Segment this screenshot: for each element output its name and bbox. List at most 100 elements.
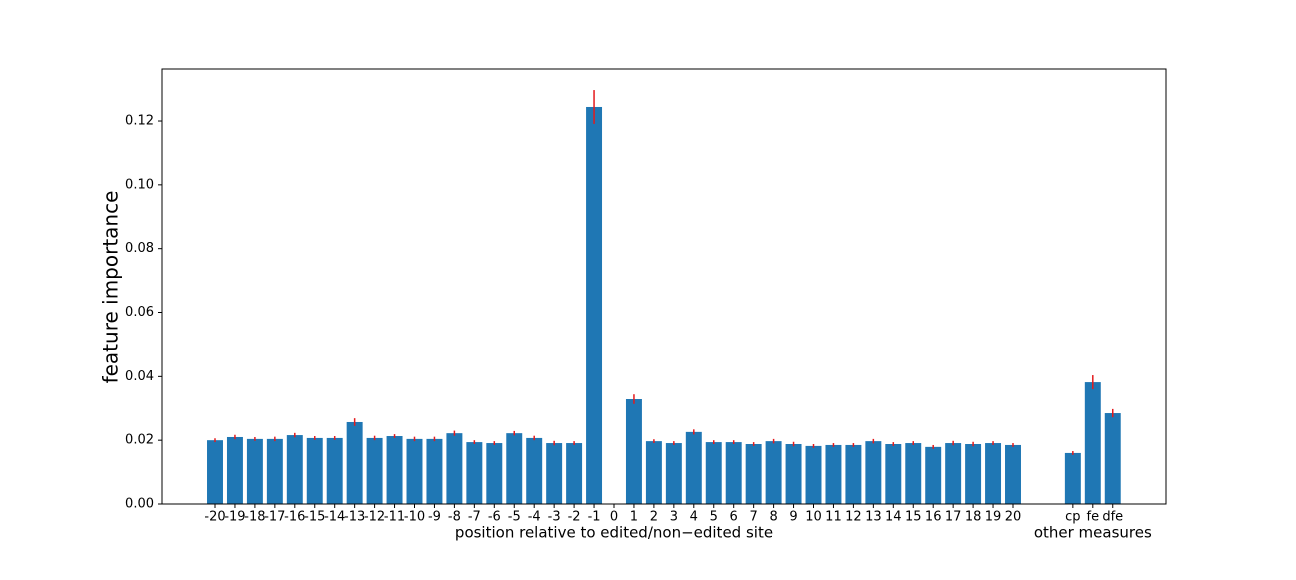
x-tick-label: 5 [710, 510, 718, 525]
bar [246, 438, 263, 504]
bar [945, 443, 962, 504]
y-tick-label: 0.06 [125, 305, 154, 320]
x-tick-label: 4 [690, 510, 698, 525]
x-tick-label: 1 [630, 510, 638, 525]
x-tick-label: -3 [548, 510, 561, 525]
x-axis-label: other measures [1034, 524, 1152, 542]
bar [1064, 452, 1081, 504]
bar [486, 443, 503, 504]
bar [346, 421, 363, 504]
bar [526, 437, 543, 504]
bar [226, 436, 243, 504]
bar [765, 441, 782, 504]
x-tick-label: 14 [885, 510, 902, 525]
x-tick-label: 19 [985, 510, 1002, 525]
y-tick-label: 0.02 [125, 433, 154, 448]
plot-frame [161, 68, 1167, 505]
x-tick-label: 13 [865, 510, 882, 525]
x-tick-label: 8 [769, 510, 777, 525]
x-tick-label: 6 [730, 510, 738, 525]
bar [406, 438, 423, 504]
bar [865, 441, 882, 504]
bar [625, 399, 642, 504]
x-tick-label: 12 [845, 510, 862, 525]
x-axis-label: position relative to edited/non−edited s… [455, 524, 773, 542]
bar [985, 443, 1002, 504]
x-tick-label: -19 [224, 510, 245, 525]
x-tick-label: -8 [448, 510, 461, 525]
bar [805, 445, 822, 504]
bar [326, 437, 343, 504]
bar [785, 444, 802, 504]
bar [645, 441, 662, 504]
x-tick-label: -1 [588, 510, 601, 525]
x-tick-label: fe [1087, 510, 1100, 525]
bar [1104, 413, 1121, 504]
x-tick-label: -15 [304, 510, 325, 525]
bar [685, 431, 702, 504]
x-tick-label: 10 [805, 510, 822, 525]
x-tick-label: 17 [945, 510, 962, 525]
x-tick-label: 20 [1005, 510, 1022, 525]
bar [366, 437, 383, 504]
bar [586, 106, 603, 504]
x-tick-label: 0 [610, 510, 618, 525]
bar [466, 442, 483, 504]
bar [1005, 444, 1021, 504]
bar [905, 443, 922, 504]
x-tick-label: 9 [789, 510, 797, 525]
x-tick-label: -2 [568, 510, 581, 525]
x-tick-label: 15 [905, 510, 922, 525]
x-tick-label: -7 [468, 510, 481, 525]
x-tick-label: -20 [204, 510, 225, 525]
x-tick-label: 3 [670, 510, 678, 525]
bar [825, 444, 842, 504]
bar [386, 436, 403, 504]
x-tick-label: 18 [965, 510, 982, 525]
bar [266, 438, 283, 504]
x-tick-label: -6 [488, 510, 501, 525]
y-axis-label: feature importance [99, 191, 123, 384]
x-tick-label: -17 [264, 510, 285, 525]
x-tick-label: dfe [1102, 510, 1123, 525]
bar [885, 444, 902, 504]
bar [725, 442, 742, 504]
bar [306, 437, 323, 504]
bar [925, 446, 942, 504]
x-tick-label: 2 [650, 510, 658, 525]
y-tick-label: 0.00 [125, 497, 154, 512]
x-tick-label: -16 [284, 510, 305, 525]
bar [1084, 382, 1101, 504]
bar [705, 442, 722, 504]
y-tick-label: 0.10 [125, 177, 154, 192]
x-tick-label: -13 [344, 510, 365, 525]
x-tick-label: -5 [508, 510, 521, 525]
x-tick-label: -12 [364, 510, 385, 525]
bar [566, 443, 583, 504]
x-tick-label: -14 [324, 510, 345, 525]
bar [665, 443, 682, 504]
x-tick-label: 11 [825, 510, 842, 525]
bar [426, 438, 443, 504]
bar [745, 444, 762, 504]
x-tick-label: cp [1065, 510, 1080, 525]
x-tick-label: 7 [750, 510, 758, 525]
x-tick-label: -11 [384, 510, 405, 525]
y-tick-label: 0.12 [125, 114, 154, 129]
y-tick-label: 0.04 [125, 369, 154, 384]
x-tick-label: 16 [925, 510, 942, 525]
bar [845, 444, 862, 504]
y-tick-label: 0.08 [125, 241, 154, 256]
x-tick-label: -18 [244, 510, 265, 525]
bar [286, 435, 303, 504]
bar [546, 443, 563, 504]
x-tick-label: -10 [404, 510, 425, 525]
bar [207, 440, 223, 504]
bar [506, 433, 523, 504]
x-tick-label: -9 [428, 510, 441, 525]
x-tick-label: -4 [528, 510, 541, 525]
bar [965, 444, 982, 504]
bar [446, 433, 463, 504]
